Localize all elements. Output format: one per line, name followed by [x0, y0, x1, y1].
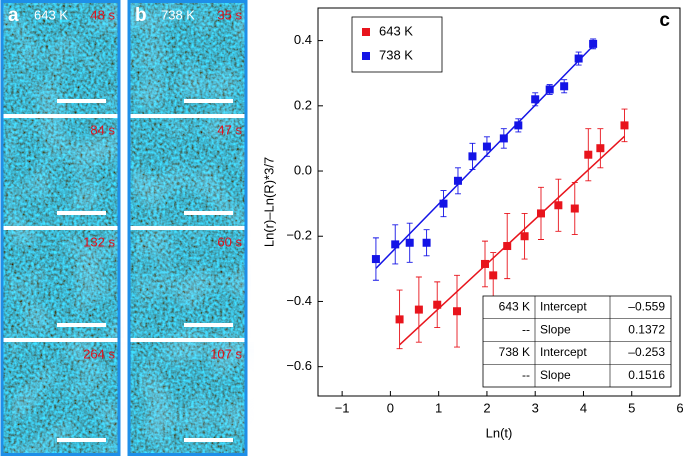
x-tick-label: −1: [335, 400, 350, 415]
data-point: [395, 315, 404, 324]
time-label: 48 s: [90, 7, 115, 22]
micrograph-shading: [136, 230, 251, 338]
legend-box: [351, 16, 443, 73]
micrograph-shading: [12, 342, 127, 453]
data-point: [554, 201, 563, 210]
panel-label: b: [135, 5, 147, 26]
y-tick-label: −0.2: [286, 228, 312, 243]
data-point: [371, 255, 380, 264]
data-point: [589, 39, 598, 48]
data-point: [468, 152, 477, 161]
data-point: [503, 242, 512, 251]
time-label: 60 s: [217, 234, 242, 249]
data-point: [560, 82, 569, 91]
data-point: [422, 238, 431, 247]
y-tick-label: 0.4: [294, 32, 312, 47]
panel-border: [127, 0, 248, 456]
data-point: [439, 199, 448, 208]
table-cell: –0.253: [628, 345, 665, 359]
table-cell: –0.559: [628, 300, 665, 314]
legend-label: 643 K: [379, 23, 413, 38]
data-point: [414, 305, 423, 314]
micrograph-shading: [9, 230, 124, 338]
micrograph-shading: [130, 3, 245, 114]
micrograph-shading: [6, 118, 121, 226]
data-point: [453, 307, 462, 316]
data-point: [433, 300, 442, 309]
x-tick-label: 5: [628, 400, 635, 415]
x-tick-label: 3: [532, 400, 539, 415]
x-tick-label: 2: [483, 400, 490, 415]
time-label: 84 s: [90, 122, 115, 137]
micrograph-shading: [133, 118, 248, 226]
time-label: 132 s: [83, 234, 115, 249]
micrograph-shading: [139, 342, 254, 453]
micrograph-panels: 48 s 84 s 132 s 264 s a 643 K 35 s 47 s 60 s 107 …: [0, 0, 254, 456]
table-cell: Slope: [540, 322, 571, 336]
temperature-label: 738 K: [161, 7, 195, 22]
y-tick-label: 0.0: [294, 162, 312, 177]
x-axis-label: Ln(t): [486, 425, 513, 440]
time-label: 107 s: [210, 346, 242, 361]
plot-frame: [317, 7, 681, 397]
table-cell: Intercept: [540, 300, 587, 314]
data-point: [584, 150, 593, 159]
table-cell: 0.1372: [628, 322, 665, 336]
panel-border: [0, 0, 121, 456]
y-tick-label: 0.2: [294, 97, 312, 112]
data-point: [574, 54, 583, 63]
time-label: 264 s: [83, 346, 115, 361]
data-point: [514, 121, 523, 130]
y-axis-label: Ln(r)–Ln(R)*3/7: [261, 157, 276, 247]
data-point: [545, 85, 554, 94]
data-point: [489, 271, 498, 280]
table-cell: Slope: [540, 368, 571, 382]
data-point: [596, 144, 605, 153]
data-point: [405, 238, 414, 247]
data-point: [531, 95, 540, 104]
table-cell: 738 K: [499, 345, 530, 359]
data-point: [620, 121, 629, 130]
x-tick-label: 6: [676, 400, 683, 415]
temperature-label: 643 K: [34, 7, 68, 22]
data-point: [570, 204, 579, 213]
legend-label: 738 K: [379, 47, 413, 62]
legend-swatch: [362, 52, 370, 60]
table-cell: Intercept: [540, 345, 587, 359]
data-point: [520, 232, 529, 241]
table-cell: 643 K: [499, 300, 530, 314]
data-point: [536, 209, 545, 218]
fit-line: [375, 45, 594, 269]
x-tick-label: 0: [387, 400, 394, 415]
chart: −1 0 1 2 3 4 5 6 −0.6 −0.4 −0.2 0.0 0.2 0.4 Ln(t) Ln(r)…: [261, 7, 684, 440]
x-tick-label: 4: [580, 400, 587, 415]
micrograph-shading: [3, 3, 118, 114]
table-cell: --: [522, 322, 530, 336]
y-tick-label: −0.6: [286, 358, 312, 373]
x-tick-label: 1: [435, 400, 442, 415]
data-point: [481, 259, 490, 268]
time-label: 35 s: [217, 7, 242, 22]
panel-label: c: [659, 10, 670, 31]
data-point: [482, 142, 491, 151]
data-point: [453, 176, 462, 185]
panel-label: a: [8, 5, 19, 26]
legend-swatch: [362, 28, 370, 36]
y-tick-label: −0.4: [286, 293, 312, 308]
data-point: [391, 240, 400, 249]
table-cell: --: [522, 368, 530, 382]
table-cell: 0.1516: [628, 368, 665, 382]
data-point: [499, 134, 508, 143]
time-label: 47 s: [217, 122, 242, 137]
